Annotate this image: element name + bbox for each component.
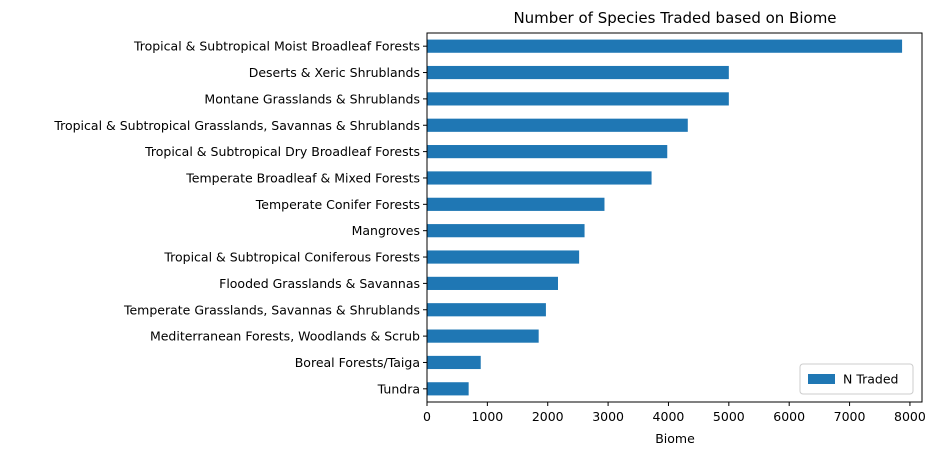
bar-13 [427,382,469,396]
bar-6 [427,197,605,211]
chart-title: Number of Species Traded based on Biome [513,9,836,27]
bar-1 [427,65,729,80]
bar-8 [427,250,580,264]
y-tick-label: Boreal Forests/Taiga [295,355,420,370]
x-tick-label: 6000 [773,409,805,424]
x-tick-label: 3000 [592,409,624,424]
axes-frame [426,32,923,403]
y-tick-label: Temperate Grasslands, Savannas & Shrubla… [123,302,420,317]
bar-9 [427,276,558,290]
legend-swatch [808,374,835,384]
x-tick-label: 0 [423,409,431,424]
y-tick-label: Tropical & Subtropical Moist Broadleaf F… [133,39,420,54]
y-tick-label: Tropical & Subtropical Grasslands, Savan… [53,118,420,133]
y-axis: Tropical & Subtropical Moist Broadleaf F… [53,39,427,396]
y-tick-label: Flooded Grasslands & Savannas [219,276,420,291]
legend: N Traded [799,363,914,395]
y-tick-label: Temperate Conifer Forests [255,197,420,212]
legend-label: N Traded [843,372,898,387]
bar-12 [427,355,481,370]
bar-11 [427,329,539,343]
x-tick-label: 4000 [653,409,685,424]
bar-3 [427,118,688,132]
x-tick-label: 8000 [894,409,926,424]
bar-10 [427,303,546,317]
bar-5 [427,171,652,185]
x-tick-label: 7000 [834,409,866,424]
x-axis-label: Biome [655,431,695,446]
y-tick-label: Montane Grasslands & Shrublands [204,91,420,106]
y-tick-label: Tropical & Subtropical Dry Broadleaf For… [144,144,420,159]
bar-4 [427,145,668,159]
x-axis: 0 1000 2000 3000 4000 5000 6000 7000 8000 [423,402,926,424]
bar-0 [427,39,903,53]
bar-2 [427,92,729,106]
y-tick-label: Tundra [377,381,420,396]
legend-box [799,363,914,395]
x-tick-label: 5000 [713,409,745,424]
y-tick-label: Temperate Broadleaf & Mixed Forests [185,170,420,185]
y-tick-label: Mangroves [352,223,420,238]
bars-layer [427,39,903,396]
y-tick-label: Tropical & Subtropical Coniferous Forest… [163,250,420,265]
x-tick-label: 1000 [471,409,503,424]
x-tick-label: 2000 [532,409,564,424]
plot-area-border [426,32,923,403]
y-tick-label: Mediterranean Forests, Woodlands & Scrub [150,329,420,344]
bar-7 [427,224,585,238]
y-tick-label: Deserts & Xeric Shrublands [249,65,420,80]
